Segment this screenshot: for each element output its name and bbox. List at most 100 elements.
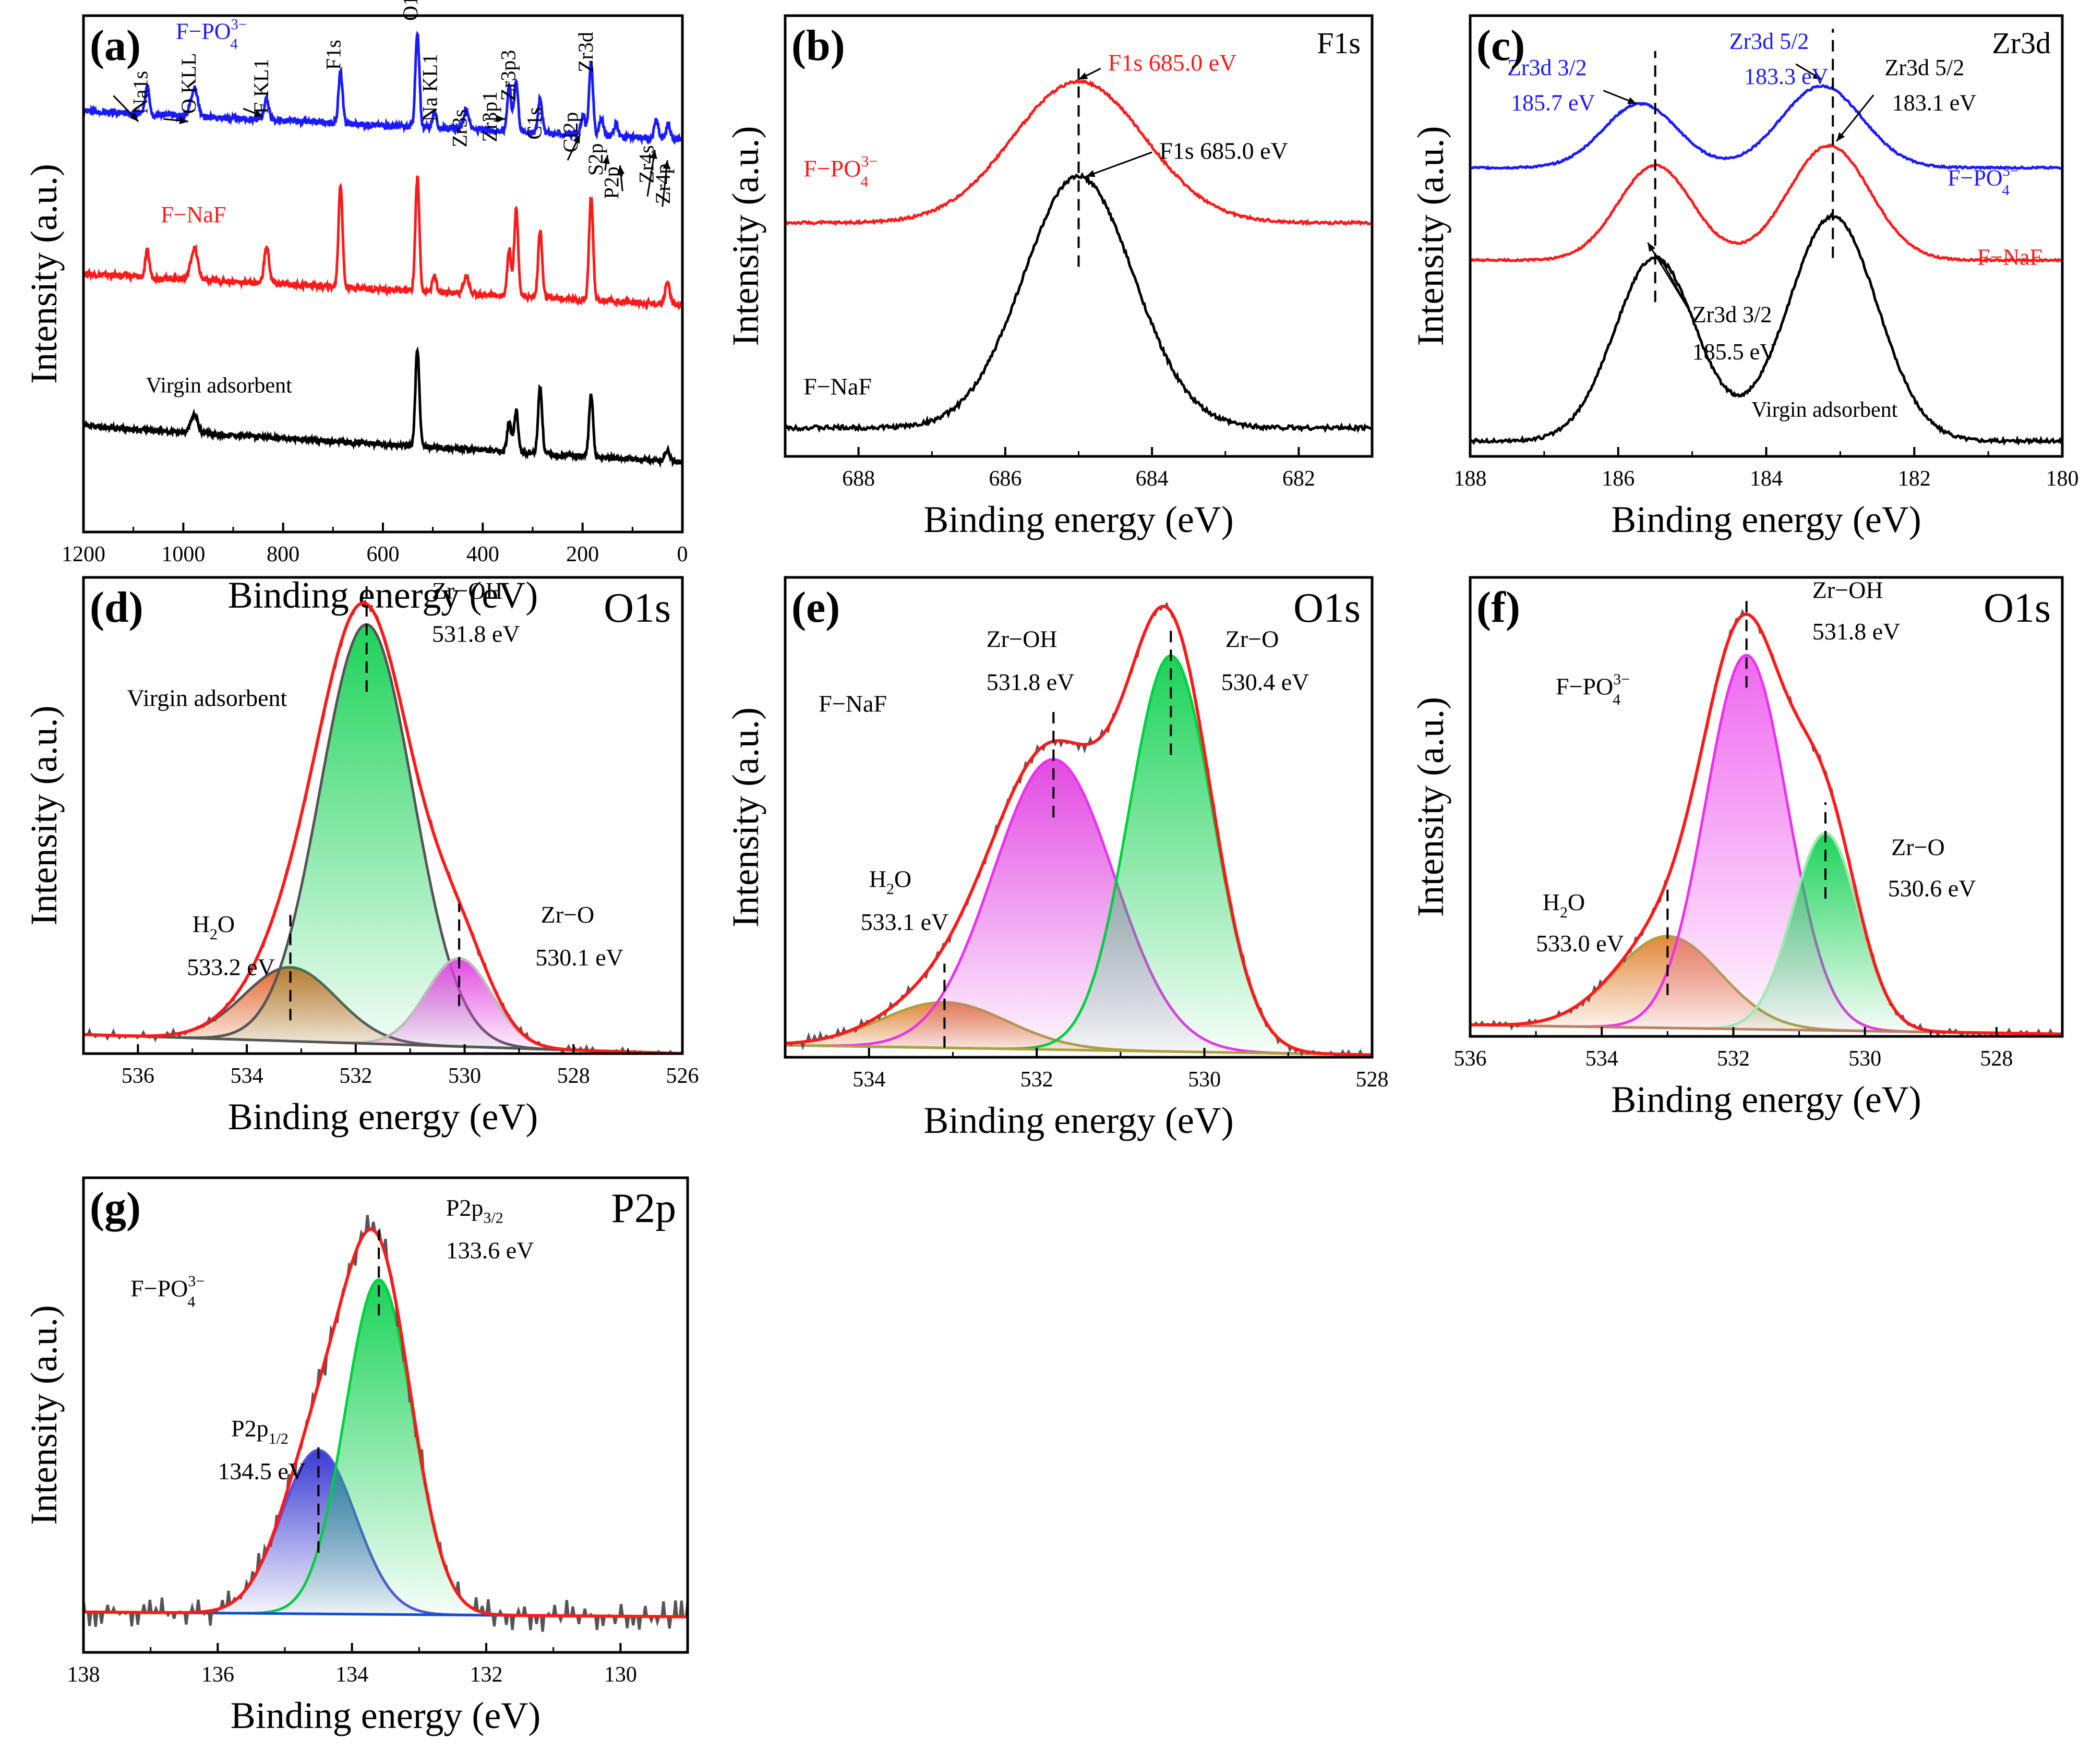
annotation-sup: 3− [231,17,247,33]
annotation-trail: O [218,911,235,937]
x-axis-title: Binding energy (eV) [1611,1079,1921,1120]
series-line [785,79,1372,226]
panel-label: (b) [791,21,845,70]
annotation-label: 183.1 eV [1892,90,1977,116]
annotation-label: H2O [869,865,911,898]
x-tick-label: 532 [1717,1047,1750,1071]
x-axis-title: Binding energy (eV) [1611,499,1921,540]
peak-label: O1s [399,0,422,21]
x-tick-label: 688 [842,467,875,491]
y-axis-title: Intensity (a.u.) [725,707,766,927]
arrow-head [1812,72,1822,80]
series-line [83,31,682,146]
x-axis-title: Binding energy (eV) [228,574,538,616]
peak-label: C1s [522,107,546,139]
peak-label: Zr3d [574,32,597,73]
x-tick-label: 528 [1980,1047,2013,1071]
x-tick-label: 182 [1898,467,1931,491]
panel-title: F1s [1317,26,1361,60]
x-tick-label: 0 [677,542,688,566]
annotation-label: Zr3d 3/2 [1507,55,1587,80]
annotation-text: F−PO [176,19,231,44]
plot-area [83,31,682,468]
plot-area [83,579,682,1054]
y-axis-title: Intensity (a.u.) [23,1305,65,1525]
component-fill [83,624,682,1054]
peak-label: O KLL [177,53,200,114]
annotation-text: Zr3d 3/2 [1692,301,1772,327]
arrow-head [254,110,263,117]
y-axis-title: Intensity (a.u.) [23,164,65,384]
annotation-label: 185.7 eV [1511,90,1595,116]
annotation-label: 533.1 eV [861,909,949,935]
annotation-text: 533.0 eV [1536,930,1624,957]
y-axis-title: Intensity (a.u.) [1410,697,1451,917]
annotation-text: F−NaF [1977,244,2042,270]
series-line [1470,212,2062,446]
peak-label: F1s [322,40,345,70]
plot-area [83,1215,688,1632]
peak-label: S2p [584,143,607,176]
plot-frame [1469,576,2064,1038]
annotation-text: 530.1 eV [535,944,623,971]
series-line [785,172,1372,433]
fit-envelope-line [785,605,1372,1057]
annotation-label: F−PO3− 4 [1556,671,1630,708]
panel-e: F−NaF Zr−OH 531.8 eV Zr−O 530.4 eV H2O 533.1 e… [725,576,1389,1141]
annotation-trail: O [894,865,911,892]
annotation-label: F−PO3− 4 [803,153,878,190]
annotation-sub: 4 [187,1293,195,1310]
panel-title: Zr3d [1992,26,2051,60]
x-tick-label: 134 [335,1663,368,1687]
x-axis-title: Binding energy (eV) [228,1096,538,1138]
annotation-label: Virgin adsorbent [127,685,287,711]
annotation-sub: 2 [1560,904,1568,921]
annotation-label: 530.1 eV [535,944,623,971]
series-line [83,346,682,468]
annotation-text: 533.2 eV [187,953,275,980]
panel-b: F−PO3− 4 F−NaF F1s 685.0 eV F1s 685.0 eV 688 6… [725,14,1374,540]
panel-f: F−PO3− 4 Zr−OH 531.8 eV Zr−O 530.6 eV H2O 533.0… [1410,576,2064,1120]
annotation-label: Zr3d 3/2 [1692,301,1772,327]
annotation-sup: 3− [2003,163,2018,179]
panel-label: (f) [1476,583,1520,632]
arrow-head [602,155,610,164]
annotation-sup: 3− [188,1273,205,1290]
annotation-text: Zr−OH [432,577,503,604]
annotation-label: Zr−OH [432,577,503,604]
peak-label: F KL1 [249,59,273,114]
panel-title: O1s [604,585,671,631]
peak-label: Zr4p [651,164,675,204]
annotation-text: Virgin adsorbent [127,685,287,711]
annotation-label: F1s 685.0 eV [1108,50,1237,76]
annotation-sup: 3− [1613,671,1630,688]
annotation-text: 533.1 eV [861,909,949,935]
annotation-label: 533.2 eV [187,953,275,980]
annotation-text: F1s 685.0 eV [1108,50,1237,76]
annotation-sup: 3− [861,153,878,170]
y-axis-title: Intensity (a.u.) [725,126,766,346]
arrow-head [1836,132,1845,141]
series-line [83,175,682,311]
component-fill [785,656,1372,1055]
peak-label: Na1s [128,71,152,114]
x-tick-label: 184 [1750,467,1783,491]
annotation-text: 531.8 eV [1812,618,1901,645]
panel-label: (d) [90,583,143,632]
annotation-text: 183.1 eV [1892,90,1977,116]
peak-label: Cl2p [559,112,582,153]
annotation-label: F−PO3− 4 [130,1273,205,1310]
annotation-text: 183.3 eV [1744,64,1829,89]
x-tick-label: 534 [1585,1047,1618,1071]
annotation-text: F−PO [130,1275,188,1302]
annotation-label: F−NaF [1977,244,2042,270]
annotation-text: Zr−OH [987,625,1057,652]
annotation-sub: 1/2 [269,1430,289,1447]
panel-c: Zr3d 3/2 185.7 eV Zr3d 5/2 183.3 eV Zr3d 5/2… [1410,14,2079,540]
annotation-text: 530.4 eV [1221,669,1309,695]
annotation-label: 530.4 eV [1221,669,1309,695]
